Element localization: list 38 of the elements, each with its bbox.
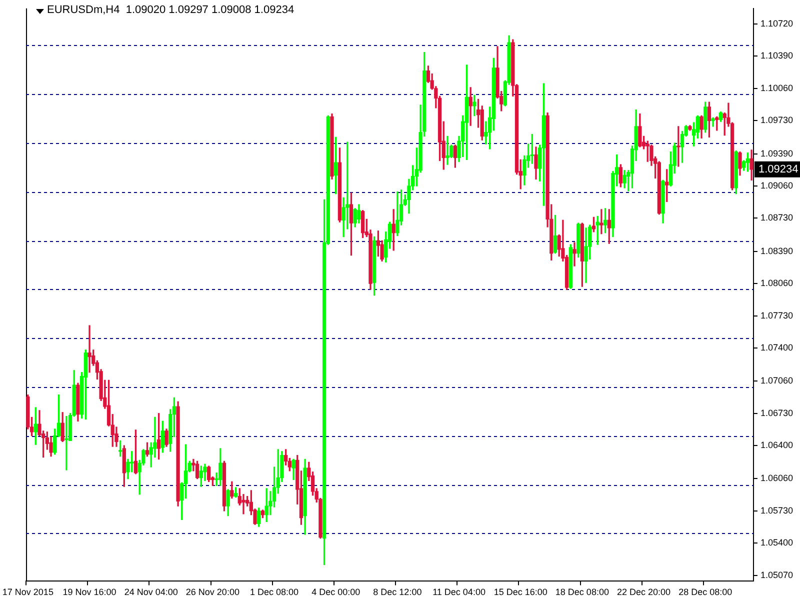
y-tick-label: 1.08060 bbox=[760, 278, 794, 288]
candlestick bbox=[572, 242, 576, 266]
x-tick-label: 11 Dec 04:00 bbox=[432, 587, 486, 598]
x-tick-label: 24 Nov 04:00 bbox=[124, 587, 178, 598]
y-tick-label: 1.10720 bbox=[760, 18, 794, 28]
x-tick-label: 1 Dec 08:00 bbox=[250, 587, 299, 598]
chart-title: EURUSDm,H4 1.09020 1.09297 1.09008 1.09234 bbox=[47, 4, 294, 16]
y-tick-label: 1.07730 bbox=[760, 310, 794, 320]
y-tick-label: 1.10390 bbox=[760, 50, 794, 61]
y-tick-label: 1.05400 bbox=[760, 538, 794, 548]
y-tick-label: 1.05730 bbox=[760, 505, 794, 516]
y-tick-label: 1.06060 bbox=[760, 473, 794, 484]
y-tick-label: 1.09390 bbox=[760, 148, 794, 158]
candlestick bbox=[468, 87, 472, 126]
x-tick-label: 26 Nov 20:00 bbox=[186, 587, 240, 598]
y-tick-label: 1.08730 bbox=[760, 212, 794, 223]
x-tick-label: 18 Dec 08:00 bbox=[555, 587, 609, 598]
x-tick-label: 8 Dec 12:00 bbox=[373, 587, 422, 598]
candlestick bbox=[242, 494, 246, 514]
candlestick bbox=[88, 325, 92, 373]
y-tick-label: 1.06400 bbox=[760, 440, 794, 450]
candlestick bbox=[446, 136, 450, 165]
y-tick-label: 1.07400 bbox=[760, 342, 794, 352]
y-tick-label: 1.06730 bbox=[760, 408, 794, 418]
candlestick bbox=[600, 209, 604, 234]
y-tick-label: 1.10060 bbox=[760, 82, 794, 93]
y-tick-label: 1.09060 bbox=[760, 180, 794, 190]
x-tick-label: 22 Dec 20:00 bbox=[616, 587, 671, 598]
x-tick-label: 15 Dec 16:00 bbox=[494, 587, 548, 598]
x-tick-label: 19 Nov 16:00 bbox=[62, 587, 116, 598]
text: 1.09234 bbox=[758, 163, 798, 176]
x-tick-label: 28 Dec 08:00 bbox=[678, 587, 732, 598]
y-tick-label: 1.07060 bbox=[760, 376, 794, 386]
y-tick-label: 1.09730 bbox=[760, 115, 794, 126]
y-tick-label: 1.08390 bbox=[760, 246, 794, 256]
x-tick-label: 17 Nov 2015 bbox=[2, 587, 54, 598]
y-tick-label: 1.05070 bbox=[760, 570, 794, 580]
x-tick-label: 4 Dec 00:00 bbox=[312, 587, 360, 598]
